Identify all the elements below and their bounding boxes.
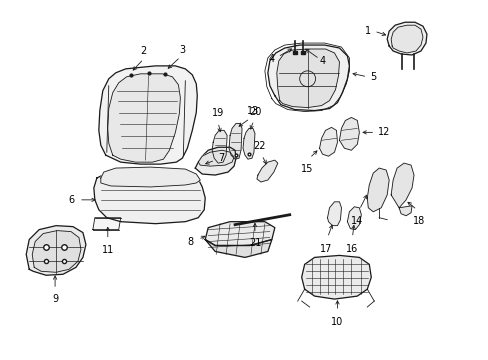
Polygon shape	[398, 206, 411, 216]
Text: 13: 13	[246, 107, 259, 117]
Polygon shape	[390, 163, 413, 208]
Text: 5: 5	[369, 72, 376, 82]
Polygon shape	[256, 160, 277, 182]
Text: 3: 3	[179, 45, 185, 55]
Text: 6: 6	[69, 195, 75, 205]
Text: 14: 14	[350, 216, 363, 226]
Polygon shape	[101, 167, 200, 187]
Polygon shape	[198, 150, 234, 166]
Text: 8: 8	[187, 237, 193, 247]
Polygon shape	[346, 207, 361, 230]
Text: 22: 22	[253, 141, 265, 151]
Bar	[292, 51, 296, 54]
Polygon shape	[386, 22, 426, 55]
Text: 7: 7	[218, 153, 224, 163]
Polygon shape	[26, 226, 86, 275]
Polygon shape	[390, 25, 422, 53]
Text: 4: 4	[268, 54, 274, 64]
Text: 1: 1	[365, 26, 370, 36]
Text: 9: 9	[52, 294, 58, 304]
Polygon shape	[212, 130, 226, 163]
Text: 18: 18	[412, 216, 424, 226]
Polygon shape	[327, 202, 341, 226]
Text: 21: 21	[248, 238, 261, 248]
Polygon shape	[195, 147, 236, 175]
Polygon shape	[228, 123, 242, 159]
Polygon shape	[339, 117, 359, 150]
Polygon shape	[319, 127, 337, 156]
Polygon shape	[276, 49, 339, 108]
Polygon shape	[99, 66, 197, 164]
Polygon shape	[107, 74, 180, 162]
Polygon shape	[94, 170, 205, 224]
Polygon shape	[301, 255, 370, 299]
Polygon shape	[93, 218, 121, 230]
Text: 16: 16	[346, 243, 358, 253]
Text: 11: 11	[102, 246, 114, 256]
Polygon shape	[32, 231, 81, 272]
Text: 12: 12	[377, 127, 390, 138]
Text: 20: 20	[249, 108, 262, 117]
Polygon shape	[243, 129, 254, 159]
Bar	[300, 51, 304, 54]
Text: 19: 19	[212, 108, 224, 118]
Text: 10: 10	[331, 317, 343, 327]
Polygon shape	[267, 45, 349, 111]
Text: 2: 2	[140, 46, 146, 56]
Polygon shape	[366, 168, 388, 212]
Text: 4: 4	[319, 56, 325, 66]
Polygon shape	[205, 239, 271, 257]
Text: 15: 15	[301, 164, 313, 174]
Polygon shape	[205, 222, 274, 246]
Text: 17: 17	[320, 243, 332, 253]
